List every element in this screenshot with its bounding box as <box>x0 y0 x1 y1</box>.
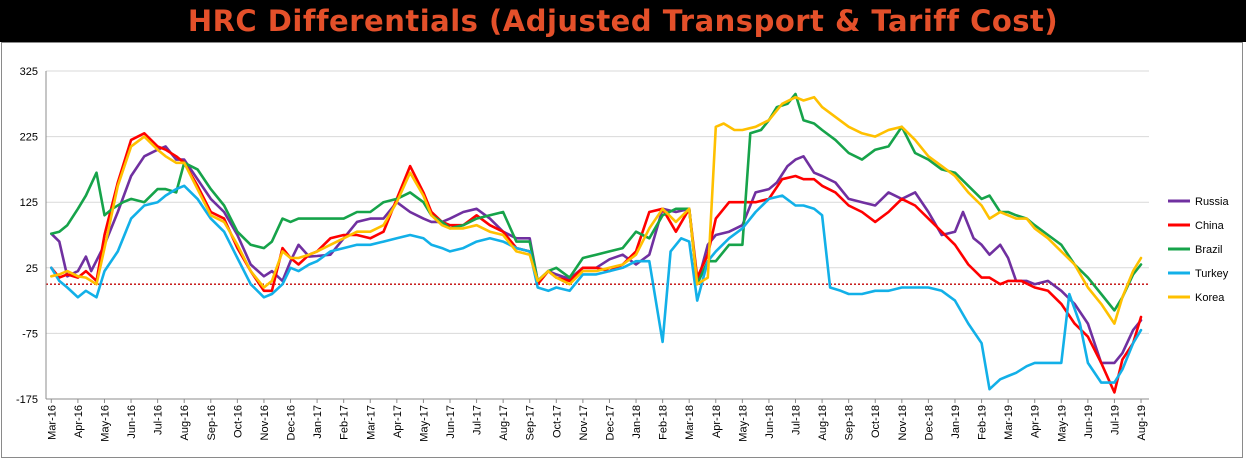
chart-frame: 325 225 125 25 -75 -175 Mar-16 Apr-16 May-16 Jun… <box>1 42 1243 458</box>
x-tick-label: Aug-19 <box>1136 405 1148 440</box>
x-tick-label: Mar-17 <box>365 405 377 440</box>
line-chart: 325 225 125 25 -75 -175 Mar-16 Apr-16 May-16 Jun… <box>16 66 1230 442</box>
x-tick-label: Jun-19 <box>1083 405 1095 439</box>
x-axis: Mar-16 Apr-16 May-16 Jun-16 Jul-16 Aug-16 Sep-… <box>46 399 1148 442</box>
legend-label-turkey: Turkey <box>1195 268 1229 280</box>
x-tick-label: Jul-19 <box>1109 405 1121 435</box>
x-tick-label: Aug-16 <box>179 405 191 440</box>
series-line-china <box>50 132 1143 394</box>
x-tick-label: Mar-16 <box>46 405 58 440</box>
y-tick-label: -175 <box>16 394 38 406</box>
y-tick-label: 325 <box>20 66 38 78</box>
x-tick-label: Jul-17 <box>472 405 484 435</box>
x-tick-label: Jul-18 <box>791 405 803 435</box>
x-tick-label: Jan-19 <box>950 405 962 439</box>
x-tick-label: Dec-17 <box>604 405 616 440</box>
title-bar: HRC Differentials (Adjusted Transport & … <box>0 0 1246 42</box>
x-tick-label: Oct-18 <box>870 405 882 438</box>
x-tick-label: Aug-18 <box>817 405 829 440</box>
x-tick-label: Dec-18 <box>923 405 935 440</box>
x-tick-label: Mar-18 <box>684 405 696 440</box>
x-tick-label: Jun-16 <box>126 405 138 439</box>
chart-title: HRC Differentials (Adjusted Transport & … <box>187 4 1059 38</box>
x-tick-label: Apr-19 <box>1030 405 1042 438</box>
x-tick-label: Apr-18 <box>711 405 723 438</box>
x-tick-label: May-18 <box>737 405 749 442</box>
x-tick-label: Nov-16 <box>259 405 271 440</box>
y-tick-label: 125 <box>20 197 38 209</box>
x-tick-label: Apr-17 <box>392 405 404 438</box>
x-tick-label: Jun-18 <box>764 405 776 439</box>
x-tick-label: Aug-17 <box>498 405 510 440</box>
x-tick-label: Dec-16 <box>286 405 298 440</box>
x-tick-label: Sep-18 <box>844 405 856 440</box>
y-tick-label: 225 <box>20 132 38 144</box>
legend-label-brazil: Brazil <box>1195 244 1223 256</box>
x-tick-label: Feb-19 <box>977 405 989 440</box>
x-tick-label: Sep-16 <box>206 405 218 440</box>
y-tick-label: -75 <box>22 328 38 340</box>
x-tick-label: Mar-19 <box>1003 405 1015 440</box>
legend-label-korea: Korea <box>1195 292 1225 304</box>
series-layer <box>50 92 1143 394</box>
legend-label-russia: Russia <box>1195 196 1230 208</box>
y-axis: 325 225 125 25 -75 -175 <box>16 66 1149 406</box>
x-tick-label: Nov-18 <box>897 405 909 440</box>
x-tick-label: Nov-17 <box>578 405 590 440</box>
x-tick-label: May-19 <box>1056 405 1068 442</box>
legend-label-china: China <box>1195 220 1225 232</box>
x-tick-label: May-17 <box>418 405 430 442</box>
legend: Russia China Brazil Turkey Korea <box>1168 196 1230 304</box>
x-tick-label: Apr-16 <box>73 405 85 438</box>
x-tick-label: Sep-17 <box>525 405 537 440</box>
x-tick-label: Feb-18 <box>658 405 670 440</box>
x-tick-label: Oct-16 <box>232 405 244 438</box>
x-tick-label: Feb-17 <box>339 405 351 440</box>
x-tick-label: Jan-17 <box>312 405 324 439</box>
series-line-turkey <box>50 184 1143 391</box>
x-tick-label: Oct-17 <box>551 405 563 438</box>
series-line-brazil <box>50 92 1143 312</box>
x-tick-label: Jul-16 <box>153 405 165 435</box>
series-line-korea <box>50 95 1143 325</box>
x-tick-label: May-16 <box>99 405 111 442</box>
y-tick-label: 25 <box>26 263 38 275</box>
x-tick-label: Jan-18 <box>631 405 643 439</box>
x-tick-label: Jun-17 <box>445 405 457 439</box>
